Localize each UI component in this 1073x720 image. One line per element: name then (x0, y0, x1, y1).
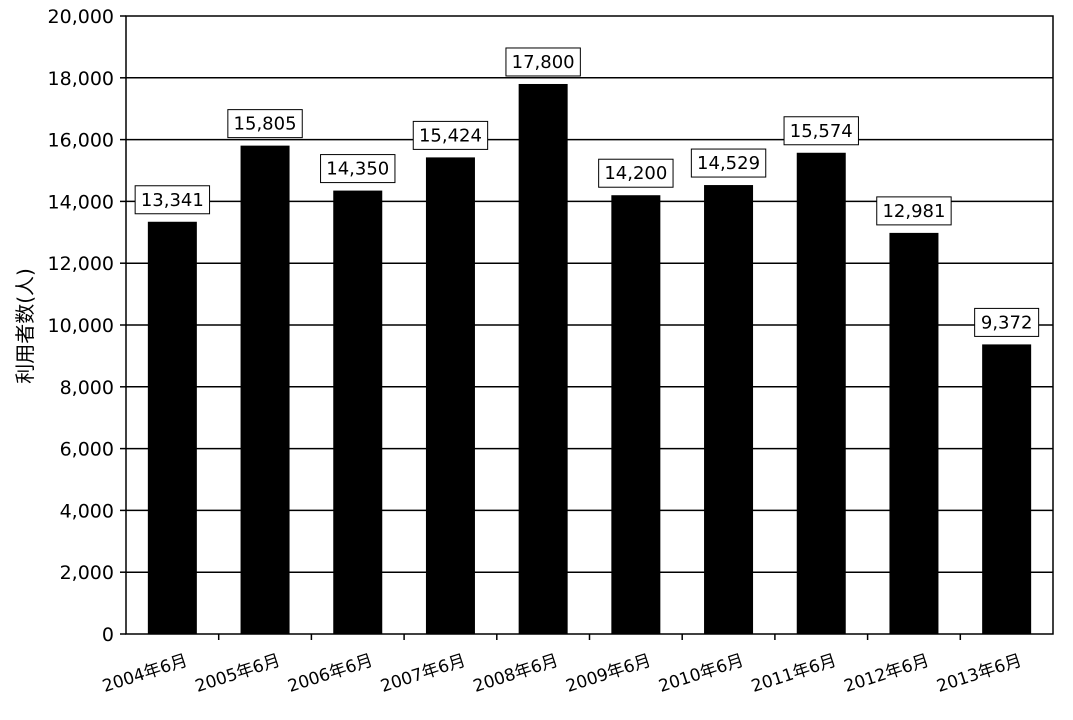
x-tick-label: 2007年6月 (378, 651, 468, 697)
data-label-box (876, 196, 952, 226)
data-label-box (134, 185, 211, 215)
data-label: 15,805 (234, 114, 297, 135)
bar (982, 344, 1032, 634)
data-label: 13,341 (141, 190, 204, 211)
bar (518, 83, 568, 635)
data-label-box (974, 307, 1040, 337)
x-tick-label: 2008年6月 (471, 651, 561, 697)
y-tick-label: 2,000 (60, 562, 114, 584)
data-label-box (598, 158, 674, 188)
y-tick-label: 10,000 (48, 315, 114, 337)
data-label-box (690, 148, 767, 178)
x-tick-label: 2013年6月 (934, 651, 1024, 697)
y-tick-label: 14,000 (48, 191, 114, 213)
data-label: 14,350 (326, 159, 389, 180)
y-tick-label: 6,000 (60, 439, 114, 461)
y-tick-label: 16,000 (48, 130, 114, 152)
x-tick-label: 2004年6月 (100, 651, 190, 697)
data-label: 14,529 (697, 153, 760, 174)
data-label: 15,574 (790, 121, 853, 142)
x-tick-label: 2010年6月 (656, 651, 746, 697)
data-label-box (505, 47, 581, 77)
bar (333, 190, 383, 634)
data-label-box (320, 154, 396, 184)
data-label-box (227, 109, 303, 139)
data-label: 17,800 (512, 52, 575, 73)
x-tick-label: 2011年6月 (749, 651, 839, 697)
bar (796, 152, 846, 634)
y-tick-label: 12,000 (48, 253, 114, 275)
y-tick-label: 4,000 (60, 500, 114, 522)
x-tick-labels: 2004年6月 2005年6月 2006年6月 2007年6月 2008年6月 2009年… (100, 651, 1024, 697)
y-tick-label: 0 (102, 624, 114, 646)
bar (425, 157, 475, 634)
y-tick-label: 18,000 (48, 68, 114, 90)
axes (120, 15, 1054, 640)
x-tick-label: 2005年6月 (193, 651, 283, 697)
data-label: 9,372 (981, 312, 1033, 333)
bar (147, 221, 197, 634)
y-axis-title: 利用者数(人) (13, 268, 37, 384)
bar (889, 232, 939, 635)
y-tick-labels: 0 2,000 4,000 6,000 8,000 10,000 12,000 14,000 1… (48, 6, 114, 646)
y-tick-label: 8,000 (60, 377, 114, 399)
data-label: 14,200 (604, 163, 667, 184)
data-labels: 13,341 15,805 14,350 15,424 17,800 14,200 14,5… (134, 47, 1040, 337)
data-label: 15,424 (419, 125, 482, 146)
x-tick-label: 2009年6月 (564, 651, 654, 697)
bar (240, 145, 290, 635)
y-tick-label: 20,000 (48, 6, 114, 28)
data-label: 12,981 (882, 201, 945, 222)
bar (704, 185, 754, 634)
x-tick-label: 2012年6月 (842, 651, 932, 697)
bar (611, 195, 661, 634)
x-tick-label: 2006年6月 (286, 651, 376, 697)
data-label-box (783, 116, 859, 146)
data-label-box (412, 120, 489, 150)
bars (147, 83, 1032, 635)
